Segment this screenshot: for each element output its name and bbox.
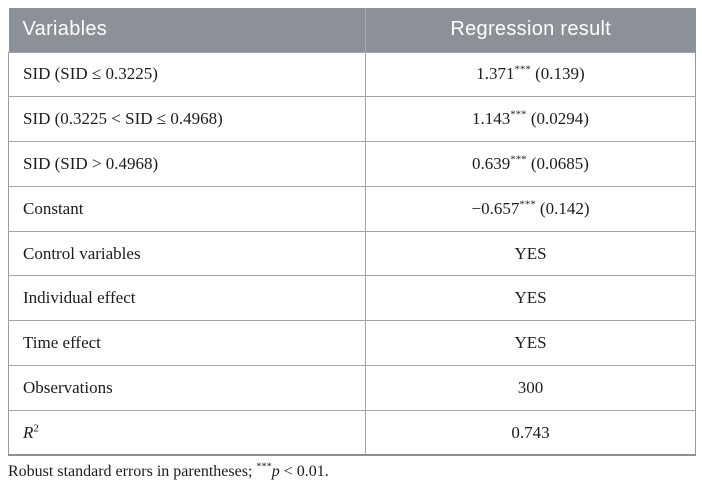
table-row: Individual effect YES: [8, 275, 696, 322]
table-row: R2 0.743: [8, 409, 696, 457]
significance-stars: ***: [510, 108, 527, 121]
coefficient: 1.371: [476, 64, 515, 84]
cell-value: YES: [514, 243, 547, 263]
standard-error: (0.0294): [526, 109, 589, 129]
table-body: SID (SID ≤ 0.3225) 1.371*** (0.139) SID …: [8, 51, 696, 457]
variable-label: SID (0.3225 < SID ≤ 0.4968): [23, 109, 223, 129]
table-footnote: Robust standard errors in parentheses; *…: [8, 461, 695, 481]
value-cell: 1.143*** (0.0294): [365, 96, 696, 143]
significance-stars: ***: [519, 198, 536, 211]
col-header-regression-result: Regression result: [365, 8, 696, 52]
footnote-threshold: < 0.01.: [279, 463, 329, 481]
cell-value: 300: [517, 377, 544, 397]
table-header: Variables Regression result: [8, 8, 696, 52]
cell-value: 0.743: [511, 422, 550, 442]
variable-cell: Individual effect: [8, 275, 366, 322]
value-cell: 1.371*** (0.139): [365, 51, 696, 98]
cell-value: YES: [514, 333, 547, 353]
table-row: Observations 300: [8, 365, 696, 411]
coefficient: 1.143: [472, 109, 511, 129]
table-row: SID (0.3225 < SID ≤ 0.4968) 1.143*** (0.…: [8, 96, 696, 143]
value-cell: YES: [365, 320, 696, 367]
col-header-variables: Variables: [8, 8, 366, 52]
variable-label: SID (SID ≤ 0.3225): [23, 64, 158, 84]
value-cell: −0.657*** (0.142): [365, 185, 696, 232]
header-row: Variables Regression result: [8, 8, 696, 52]
variable-label: SID (SID > 0.4968): [23, 153, 159, 173]
standard-error: (0.142): [535, 198, 590, 218]
standard-error: (0.0685): [526, 153, 589, 173]
value-cell: 0.743: [365, 409, 696, 457]
variable-label: R: [23, 422, 34, 442]
table-row: SID (SID > 0.4968) 0.639*** (0.0685): [8, 141, 696, 187]
variable-cell: Control variables: [8, 230, 366, 277]
value-cell: YES: [365, 275, 696, 322]
cell-value: YES: [514, 288, 547, 308]
variable-cell: Constant: [8, 185, 366, 232]
footnote-text: Robust standard errors in parentheses;: [8, 463, 257, 481]
regression-table: Variables Regression result SID (SID ≤ 0…: [8, 8, 696, 457]
value-cell: 300: [365, 365, 696, 411]
standard-error: (0.139): [530, 64, 585, 84]
variable-label: Constant: [23, 198, 84, 218]
footnote-stars: ***: [256, 461, 272, 473]
value-cell: 0.639*** (0.0685): [365, 141, 696, 187]
table-row: Constant −0.657*** (0.142): [8, 185, 696, 232]
variable-cell: Observations: [8, 365, 366, 411]
variable-label: Observations: [23, 377, 113, 397]
variable-label: Time effect: [23, 333, 101, 353]
variable-superscript: 2: [33, 421, 39, 434]
table-row: Time effect YES: [8, 320, 696, 367]
table-row: Control variables YES: [8, 230, 696, 277]
variable-cell: Time effect: [8, 320, 366, 367]
variable-label: Control variables: [23, 243, 141, 263]
variable-cell: R2: [8, 409, 366, 457]
significance-stars: ***: [514, 63, 531, 76]
variable-cell: SID (SID > 0.4968): [8, 141, 366, 187]
variable-cell: SID (0.3225 < SID ≤ 0.4968): [8, 96, 366, 143]
significance-stars: ***: [510, 153, 527, 166]
coefficient: 0.639: [472, 153, 511, 173]
coefficient: −0.657: [471, 198, 520, 218]
variable-label: Individual effect: [23, 288, 136, 308]
table-row: SID (SID ≤ 0.3225) 1.371*** (0.139): [8, 51, 696, 98]
value-cell: YES: [365, 230, 696, 277]
footnote-p-symbol: p: [271, 463, 280, 481]
variable-cell: SID (SID ≤ 0.3225): [8, 51, 366, 98]
